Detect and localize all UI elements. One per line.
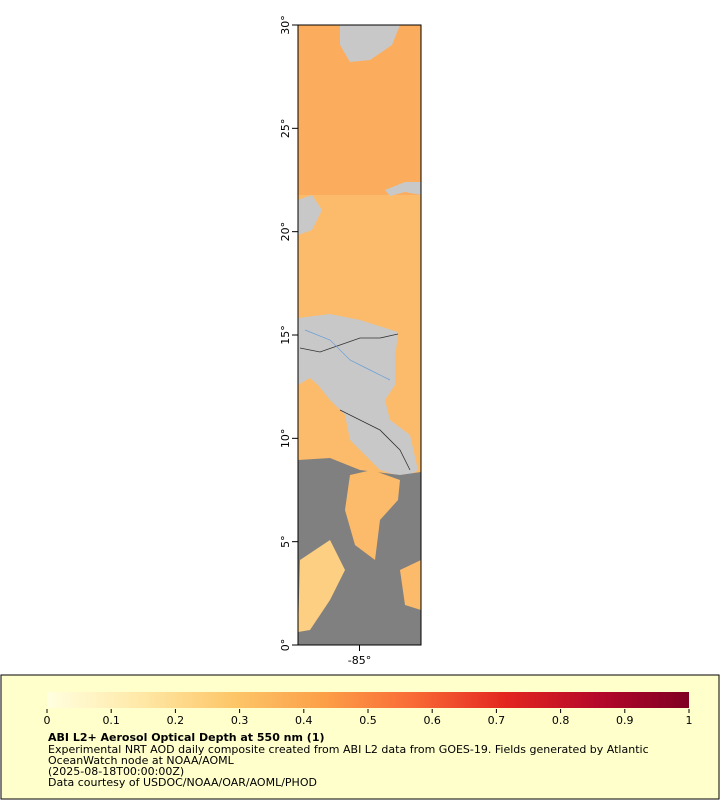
colorbar-tick-label: 0.3 bbox=[231, 714, 249, 727]
colorbar-tick-label: 0.2 bbox=[167, 714, 185, 727]
border bbox=[299, 333, 399, 353]
land bbox=[385, 182, 421, 196]
land bbox=[298, 314, 418, 478]
colorbar-tick-label: 0.6 bbox=[423, 714, 441, 727]
legend-title: ABI L2+ Aerosol Optical Depth at 550 nm … bbox=[48, 731, 325, 744]
land bbox=[340, 25, 400, 62]
aod-field bbox=[345, 470, 400, 560]
lat-tick-label: 20° bbox=[279, 222, 292, 242]
land bbox=[298, 195, 322, 235]
legend-line: OceanWatch node at NOAA/AOML bbox=[48, 754, 235, 767]
colorbar-tick-label: 0.4 bbox=[295, 714, 313, 727]
colorbar-tick-label: 1 bbox=[686, 714, 693, 727]
lat-tick-label: 25° bbox=[279, 119, 292, 139]
colorbar bbox=[47, 692, 689, 708]
river bbox=[304, 329, 391, 381]
map-image bbox=[298, 25, 421, 645]
legend-line: Data courtesy of USDOC/NOAA/OAR/AOML/PHO… bbox=[48, 776, 317, 789]
colorbar-tick-label: 0 bbox=[44, 714, 51, 727]
lat-tick-label: 30° bbox=[279, 15, 292, 35]
colorbar-tick-label: 0.8 bbox=[552, 714, 570, 727]
legend-line: Experimental NRT AOD daily composite cre… bbox=[48, 743, 649, 756]
legend-line: (2025-08-18T00:00:00Z) bbox=[48, 765, 184, 778]
aod-field bbox=[400, 560, 421, 610]
colorbar-tick-label: 0.9 bbox=[616, 714, 634, 727]
lat-tick-label: 0° bbox=[279, 639, 292, 652]
lat-tick-label: 5° bbox=[279, 535, 292, 548]
aod-field bbox=[298, 540, 345, 632]
colorbar-tick-label: 0.1 bbox=[102, 714, 120, 727]
lon-tick-label: -85° bbox=[348, 654, 371, 667]
lat-tick-label: 10° bbox=[279, 429, 292, 449]
border bbox=[339, 409, 411, 471]
lat-tick-label: 15° bbox=[279, 325, 292, 345]
colorbar-tick-label: 0.5 bbox=[359, 714, 377, 727]
colorbar-tick-label: 0.7 bbox=[488, 714, 506, 727]
